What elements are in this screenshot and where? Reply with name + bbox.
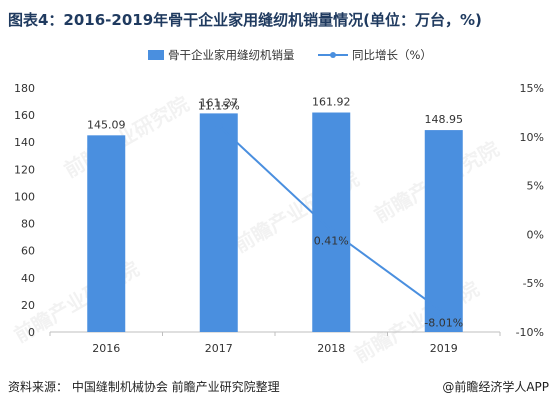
x-tick-label: 2019 [430, 342, 458, 355]
credit-note: @前瞻经济学人APP [442, 380, 549, 394]
bar [87, 135, 126, 332]
source-note: 资料来源： 中国缝制机械协会 前瞻产业研究院整理 [8, 380, 280, 394]
x-tick-label: 2016 [92, 342, 120, 355]
legend-label-line: 同比增长（%） [352, 48, 432, 62]
y-left-tick-label: 40 [21, 272, 35, 285]
y-right-tick-label: 0% [527, 228, 544, 241]
legend-marker-line [330, 52, 336, 58]
y-right-tick-label: 15% [520, 82, 544, 95]
chart-title: 图表4：2016-2019年骨干企业家用缝纫机销量情况(单位：万台，%) [8, 11, 482, 29]
y-right-tick-label: 10% [520, 131, 544, 144]
axes: 0 20 40 60 80 100 120 140 160 180 -10% -5% 0% 5% 10% 15… [14, 82, 544, 355]
y-left-tick-label: 0 [28, 326, 35, 339]
bar [312, 112, 351, 332]
growth-value-label: 0.41% [314, 234, 349, 247]
legend: 骨干企业家用缝纫机销量 同比增长（%） [148, 48, 432, 62]
y-left-tick-label: 60 [21, 245, 35, 258]
y-left-tick-label: 120 [14, 163, 35, 176]
growth-value-label: 11.15% [198, 100, 240, 113]
bar-value-label: 148.95 [425, 113, 464, 126]
chart: 前瞻产业研究院前瞻产业研究院前瞻产业研究院前瞻产业研究院前瞻产业研究院 骨干企业… [10, 48, 544, 367]
bar-value-label: 145.09 [87, 118, 126, 131]
bar-value-label: 161.27 [200, 96, 239, 109]
bar [424, 130, 463, 332]
line-series [215, 122, 448, 317]
legend-swatch-bar [148, 50, 164, 60]
growth-point [215, 122, 223, 130]
legend-label-bar: 骨干企业家用缝纫机销量 [168, 48, 295, 62]
bar-series [87, 112, 463, 332]
growth-value-label: -8.01% [424, 317, 463, 330]
y-left-tick-label: 20 [21, 299, 35, 312]
y-left-tick-label: 180 [14, 82, 35, 95]
x-tick-label: 2017 [205, 342, 233, 355]
y-right-tick-label: -10% [516, 326, 544, 339]
x-tick-label: 2018 [317, 342, 345, 355]
y-left-tick-label: 160 [14, 109, 35, 122]
watermark-text: 前瞻产业研究院 [60, 92, 193, 183]
y-left-tick-label: 140 [14, 136, 35, 149]
growth-point [440, 309, 448, 317]
y-right-tick-label: 5% [527, 180, 544, 193]
y-left-tick-label: 80 [21, 218, 35, 231]
bar-value-label: 161.92 [312, 96, 351, 109]
data-labels: 145.09 161.27 161.92 148.95 11.15% 0.41% -8.01… [87, 96, 463, 330]
growth-point [327, 226, 335, 234]
y-right-tick-label: -5% [523, 277, 544, 290]
y-left-tick-label: 100 [14, 190, 35, 203]
bar [199, 113, 238, 332]
